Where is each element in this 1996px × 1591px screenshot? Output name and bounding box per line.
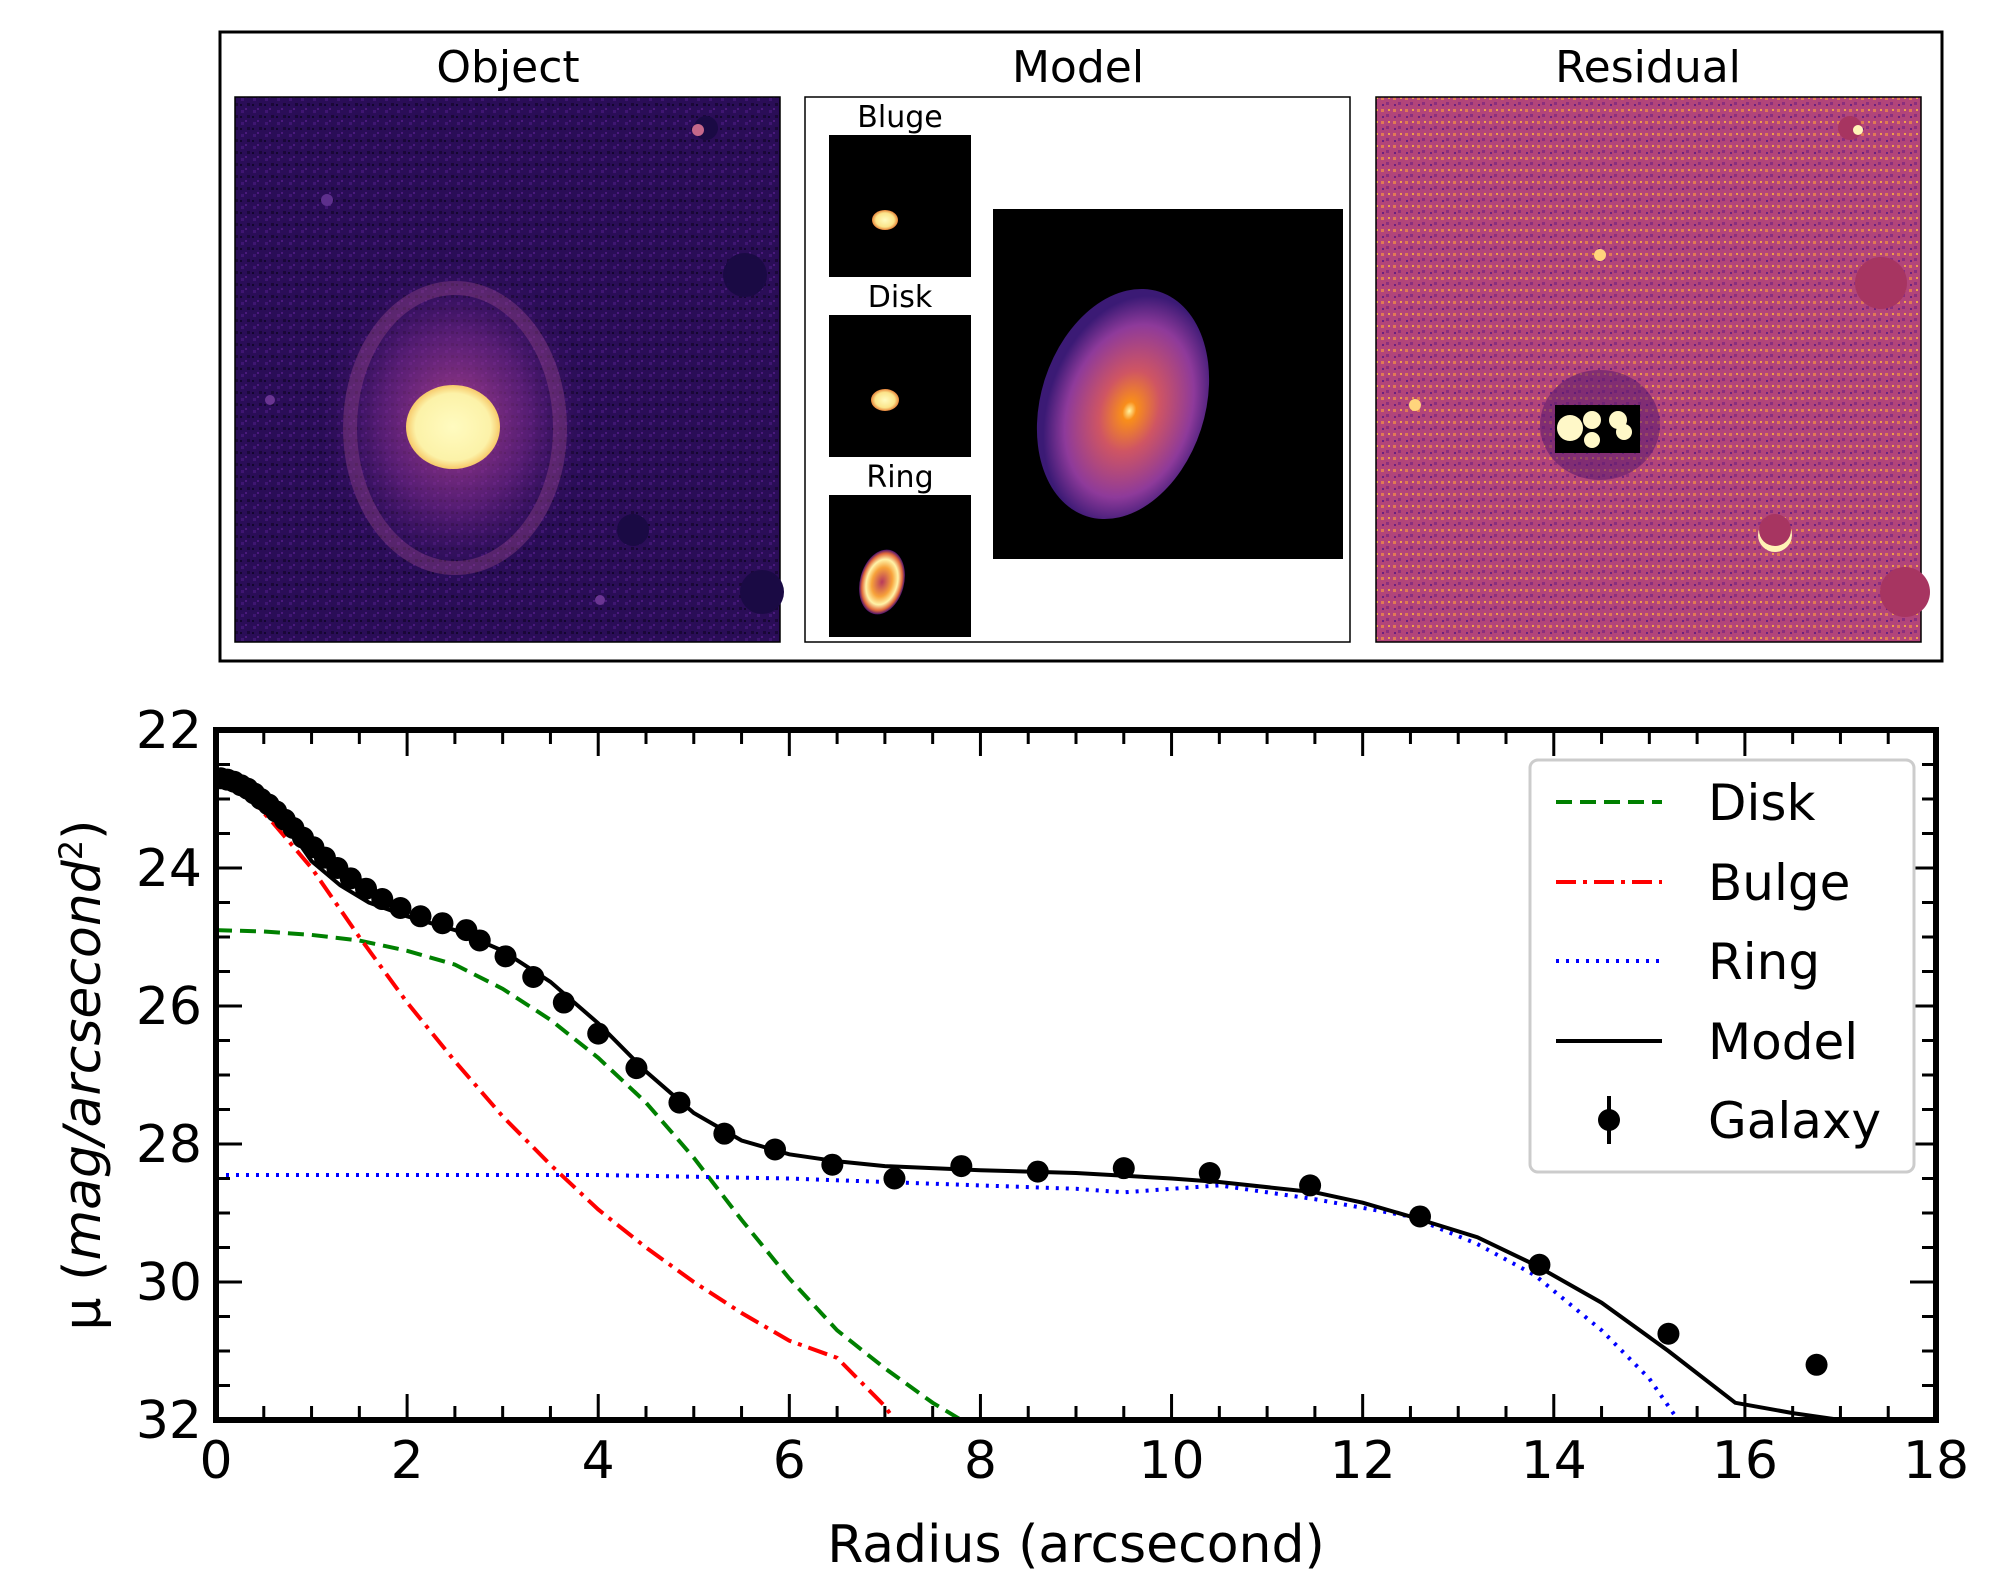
x-tick-label: 0	[199, 1431, 232, 1491]
y-axis-label-units: mag/arcsecond	[53, 859, 113, 1260]
galaxy-point	[1026, 1160, 1049, 1183]
y-axis-label-suffix: )	[53, 820, 113, 840]
galaxy-point	[355, 877, 378, 900]
galaxy-point	[522, 966, 545, 989]
galaxy-point	[1198, 1161, 1221, 1184]
legend: Disk Bulge Ring Model Galaxy	[1528, 758, 1916, 1174]
residual-image	[1375, 96, 1930, 643]
legend-disk-label: Disk	[1708, 774, 1815, 832]
y-tick-label: 24	[136, 839, 202, 899]
x-tick-label: 4	[582, 1431, 615, 1491]
galaxy-point	[713, 1122, 736, 1145]
galaxy-point	[625, 1057, 648, 1080]
x-tick-label: 8	[964, 1431, 997, 1491]
bulge-component-image	[829, 135, 971, 277]
object-title: Object	[436, 42, 579, 93]
disk-subtitle: Disk	[868, 280, 933, 315]
model-title: Model	[1012, 42, 1144, 93]
model-image-group: Bluge Disk Ring	[804, 96, 1351, 643]
galaxy-point	[1528, 1253, 1551, 1276]
galaxy-point	[371, 888, 394, 911]
disk-line	[216, 928, 963, 1420]
galaxy-point	[1805, 1353, 1828, 1376]
galaxy-point	[1112, 1157, 1135, 1180]
legend-box	[1528, 758, 1916, 1174]
galaxy-point	[389, 897, 412, 920]
x-tick-label: 10	[1138, 1431, 1204, 1491]
galaxy-point	[552, 991, 575, 1014]
galaxy-point	[821, 1153, 844, 1176]
y-tick-label: 26	[136, 977, 202, 1037]
bulge-subtitle: Bluge	[857, 100, 942, 135]
x-tick-label: 18	[1903, 1431, 1969, 1491]
plot-series	[216, 767, 1841, 1420]
x-tick-label: 16	[1712, 1431, 1778, 1491]
galaxy-point	[1657, 1322, 1680, 1345]
galaxy-point	[409, 905, 432, 928]
y-axis-label-sup: 2	[52, 840, 90, 860]
y-tick-label: 32	[136, 1391, 202, 1451]
y-tick-label: 22	[136, 701, 202, 761]
legend-galaxy-label: Galaxy	[1708, 1092, 1881, 1150]
disk-component-image	[829, 315, 971, 457]
legend-model-label: Model	[1708, 1013, 1858, 1071]
residual-title: Residual	[1555, 42, 1741, 93]
y-axis-label-prefix: μ (	[53, 1261, 113, 1331]
galaxy-point	[764, 1138, 786, 1161]
galaxy-point	[883, 1167, 906, 1190]
y-tick-label: 28	[136, 1115, 202, 1175]
x-tick-label: 12	[1330, 1431, 1396, 1491]
galaxy-point	[587, 1022, 610, 1045]
galaxy-point	[1409, 1205, 1431, 1228]
galaxy-point	[431, 912, 454, 935]
bulge-line	[216, 769, 897, 1420]
legend-bulge-label: Bulge	[1708, 854, 1850, 912]
galaxy-points	[216, 767, 1828, 1376]
plot-frame	[213, 727, 1939, 1423]
galaxy-point	[668, 1091, 691, 1114]
x-tick-label: 2	[391, 1431, 424, 1491]
ring-line	[216, 1173, 1680, 1420]
galaxy-point	[1299, 1174, 1322, 1197]
galaxy-point	[950, 1155, 973, 1178]
y-tick-label: 30	[136, 1253, 202, 1313]
x-tick-label: 6	[773, 1431, 806, 1491]
object-image	[234, 96, 784, 643]
x-tick-label: 14	[1521, 1431, 1587, 1491]
x-axis-label: Radius (arcsecond)	[827, 1515, 1325, 1575]
y-axis-label: μ (mag/arcsecond2)	[52, 820, 113, 1331]
galaxy-point	[468, 929, 491, 952]
legend-galaxy-marker	[1598, 1109, 1620, 1131]
model-line	[216, 772, 1841, 1420]
ring-subtitle: Ring	[866, 460, 933, 495]
legend-ring-label: Ring	[1708, 933, 1820, 991]
galaxy-point	[494, 945, 517, 968]
